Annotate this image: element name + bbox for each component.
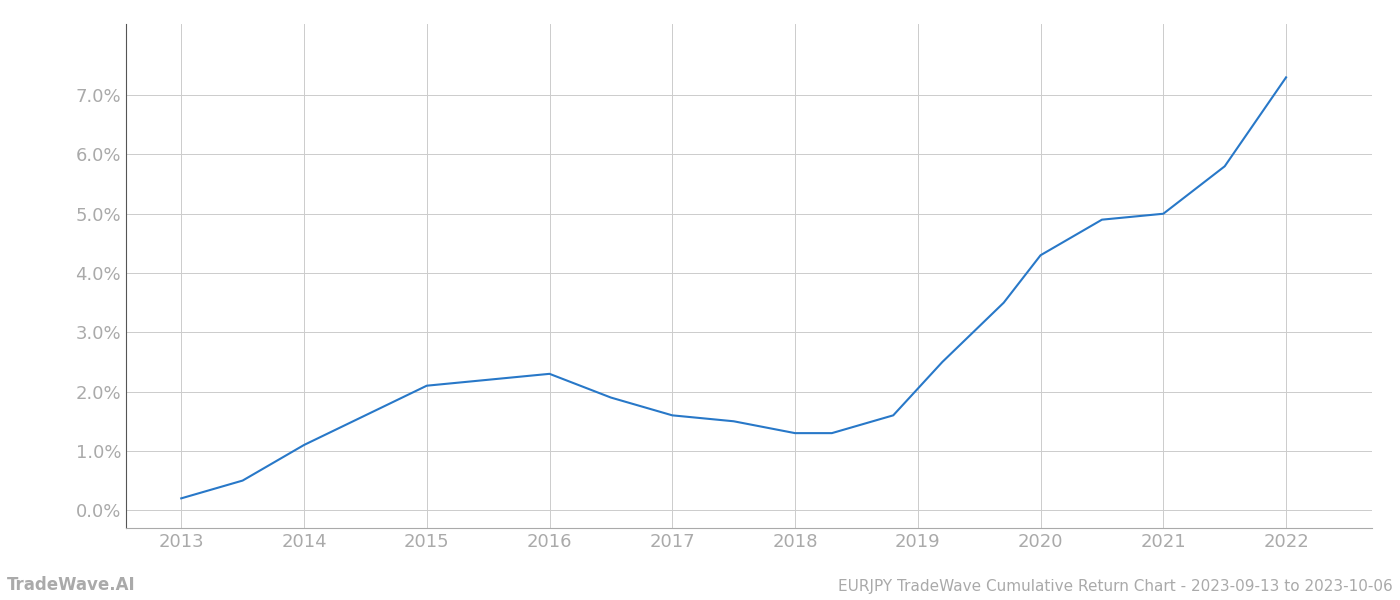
Text: EURJPY TradeWave Cumulative Return Chart - 2023-09-13 to 2023-10-06: EURJPY TradeWave Cumulative Return Chart… [839,579,1393,594]
Text: TradeWave.AI: TradeWave.AI [7,576,136,594]
